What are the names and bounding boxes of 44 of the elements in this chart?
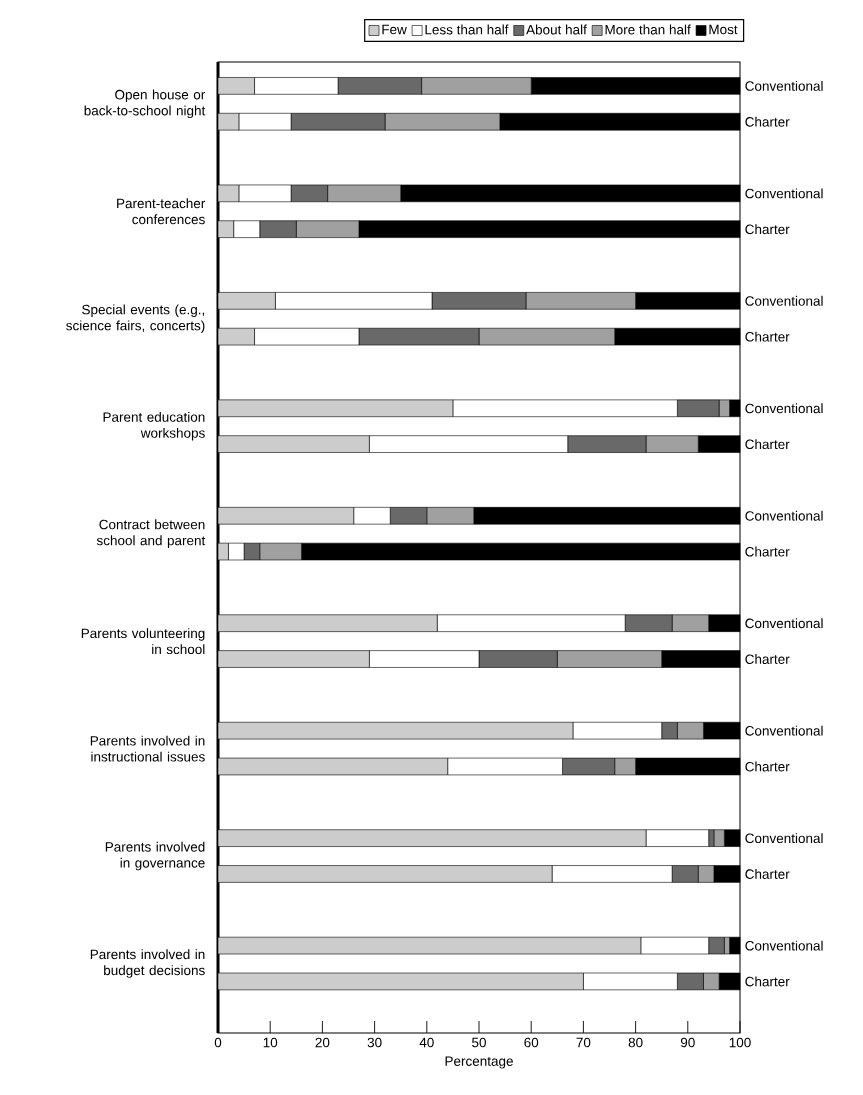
y-tick-label: Charter	[745, 761, 790, 772]
y-tick-label: Charter	[745, 439, 790, 450]
y-tick-label: Conventional	[745, 295, 823, 306]
x-tick-label: 10	[263, 1037, 278, 1048]
text: Parent-teacher conferences	[117, 198, 206, 225]
text: Contract between school and parent	[96, 519, 206, 548]
y-tick-label: Conventional	[745, 725, 823, 736]
y-tick-label: Conventional	[745, 403, 823, 414]
x-tick-label: 80	[628, 1037, 643, 1048]
y-tick-label: Conventional	[745, 833, 823, 844]
x-tick-label: 50	[472, 1037, 486, 1048]
x-tick-label: 60	[524, 1037, 539, 1048]
x-tick-label: 70	[576, 1037, 591, 1048]
text: Parent education workshops	[103, 411, 205, 441]
legend-label: About half	[526, 24, 587, 35]
y-tick-label: Charter	[745, 976, 790, 987]
x-tick-label: 100	[729, 1037, 751, 1048]
text: Parents involved in instructional issues	[90, 735, 205, 762]
y-tick-label: Conventional	[745, 80, 823, 91]
text: Parents involved in budget decisions	[90, 949, 205, 978]
x-tick-label: 0	[214, 1037, 222, 1048]
x-tick-label: 30	[367, 1037, 382, 1048]
x-axis-title: Percentage	[445, 1056, 513, 1069]
y-tick-label: Conventional	[745, 618, 823, 629]
y-tick-label: Charter	[745, 546, 790, 557]
y-tick-label: Charter	[745, 224, 790, 235]
text: Parents involved in governance	[105, 841, 205, 871]
legend-label: Few	[382, 24, 407, 35]
text: Special events (e.g., science fairs, concerts)	[66, 304, 205, 334]
legend-label: Less than half	[425, 24, 509, 35]
y-tick-label: Charter	[745, 869, 790, 879]
y-tick-label: Conventional	[745, 188, 823, 199]
y-tick-label: Charter	[745, 654, 790, 664]
y-tick-label: Conventional	[745, 510, 823, 521]
y-tick-label: Charter	[745, 331, 790, 342]
x-tick-label: 20	[315, 1037, 330, 1048]
y-tick-label: Conventional	[745, 940, 823, 951]
legend-label: More than half	[605, 24, 691, 35]
x-tick-label: 40	[419, 1037, 434, 1048]
legend-label: Most	[709, 24, 738, 35]
y-tick-label: Charter	[745, 116, 790, 127]
text: Open house or back-to-school night	[84, 89, 206, 119]
x-tick-label: 90	[680, 1037, 695, 1048]
text: Parents volunteering in school	[81, 628, 205, 655]
